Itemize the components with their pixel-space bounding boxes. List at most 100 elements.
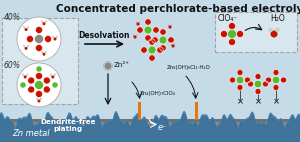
Circle shape [244, 77, 250, 83]
Circle shape [41, 51, 43, 53]
Circle shape [136, 33, 138, 36]
Bar [138, 102, 141, 120]
Circle shape [153, 27, 159, 33]
Circle shape [174, 42, 176, 44]
Circle shape [36, 66, 42, 72]
Circle shape [171, 23, 173, 25]
Circle shape [24, 76, 27, 79]
Circle shape [23, 26, 25, 28]
Circle shape [168, 25, 172, 29]
Circle shape [272, 76, 280, 84]
Circle shape [42, 22, 45, 25]
Text: 40%: 40% [4, 13, 21, 22]
Text: e⁻: e⁻ [157, 124, 167, 132]
Circle shape [27, 26, 29, 28]
Circle shape [28, 77, 35, 84]
Circle shape [236, 31, 244, 37]
Circle shape [35, 90, 43, 98]
Circle shape [41, 20, 43, 22]
Circle shape [227, 30, 236, 38]
Circle shape [159, 36, 167, 44]
Circle shape [44, 36, 52, 42]
Circle shape [148, 46, 156, 54]
Text: Zn₈(OH)₆Cl₂·H₂O: Zn₈(OH)₆Cl₂·H₂O [167, 65, 211, 70]
Circle shape [135, 20, 137, 22]
Circle shape [255, 74, 261, 80]
Text: ×: × [254, 98, 262, 106]
Text: ClO₄⁻: ClO₄⁻ [218, 14, 238, 23]
Circle shape [266, 77, 272, 83]
Circle shape [35, 73, 43, 80]
Circle shape [17, 63, 61, 107]
Circle shape [52, 36, 54, 37]
Circle shape [104, 62, 112, 70]
Circle shape [144, 26, 152, 34]
Circle shape [56, 36, 58, 37]
Circle shape [34, 81, 43, 89]
Text: Concentrated perchlorate-based electrolyte: Concentrated perchlorate-based electroly… [56, 4, 300, 14]
Circle shape [28, 86, 35, 93]
Circle shape [54, 74, 56, 75]
Circle shape [271, 31, 278, 37]
Circle shape [43, 77, 50, 84]
Circle shape [51, 76, 54, 79]
Circle shape [25, 47, 28, 50]
Circle shape [145, 19, 151, 25]
Circle shape [22, 74, 24, 75]
Circle shape [45, 51, 47, 53]
Circle shape [248, 81, 254, 87]
Circle shape [137, 27, 143, 33]
Circle shape [26, 36, 34, 42]
Circle shape [168, 37, 174, 43]
Circle shape [149, 39, 155, 45]
Bar [0, 120, 300, 142]
Text: Zn²⁺: Zn²⁺ [114, 62, 130, 68]
Circle shape [237, 69, 243, 76]
Circle shape [149, 55, 155, 61]
Circle shape [53, 37, 56, 40]
Circle shape [160, 45, 166, 51]
Circle shape [35, 27, 43, 34]
Circle shape [34, 35, 43, 43]
FancyBboxPatch shape [215, 12, 297, 52]
Circle shape [45, 20, 47, 22]
Text: ×: × [236, 98, 244, 106]
Circle shape [236, 76, 244, 84]
Circle shape [26, 74, 28, 75]
Circle shape [230, 77, 236, 83]
Circle shape [35, 44, 43, 52]
Circle shape [145, 35, 151, 41]
Text: Zn metal: Zn metal [12, 129, 50, 137]
Circle shape [273, 84, 279, 90]
Circle shape [43, 86, 50, 93]
Circle shape [152, 37, 158, 43]
Circle shape [254, 80, 262, 88]
Circle shape [23, 45, 25, 47]
Circle shape [229, 38, 236, 45]
Text: Desolvation: Desolvation [78, 31, 130, 40]
Circle shape [132, 33, 134, 36]
Circle shape [171, 44, 175, 48]
Bar [195, 102, 198, 120]
Circle shape [262, 81, 268, 87]
Circle shape [50, 74, 52, 75]
Circle shape [237, 84, 243, 90]
Text: Dendrite-free
plating: Dendrite-free plating [40, 120, 96, 132]
Circle shape [136, 22, 140, 26]
Circle shape [229, 22, 236, 30]
Circle shape [275, 28, 280, 32]
Text: ×: × [272, 98, 280, 106]
Circle shape [42, 53, 45, 56]
Circle shape [273, 69, 279, 76]
FancyBboxPatch shape [2, 18, 78, 104]
Circle shape [280, 77, 286, 83]
Circle shape [40, 98, 42, 99]
Circle shape [157, 47, 163, 53]
Circle shape [134, 35, 136, 39]
Circle shape [255, 88, 261, 94]
Circle shape [139, 20, 141, 22]
Circle shape [170, 42, 172, 44]
Circle shape [268, 28, 273, 32]
Text: H₂O: H₂O [271, 14, 285, 23]
Circle shape [160, 29, 166, 35]
